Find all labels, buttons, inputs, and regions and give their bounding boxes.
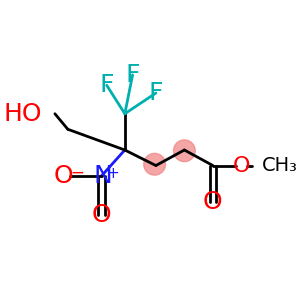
Text: F: F: [125, 63, 140, 87]
Text: N: N: [93, 164, 112, 188]
Circle shape: [144, 153, 166, 175]
Text: O: O: [232, 155, 250, 176]
Text: HO: HO: [3, 102, 42, 126]
Text: CH₃: CH₃: [262, 156, 298, 175]
Text: O: O: [54, 164, 74, 188]
Text: F: F: [148, 81, 163, 105]
Text: O: O: [92, 203, 111, 227]
Text: +: +: [107, 166, 119, 181]
Text: −: −: [70, 164, 84, 181]
Text: F: F: [99, 73, 114, 97]
Circle shape: [173, 140, 195, 162]
Text: O: O: [203, 190, 223, 214]
